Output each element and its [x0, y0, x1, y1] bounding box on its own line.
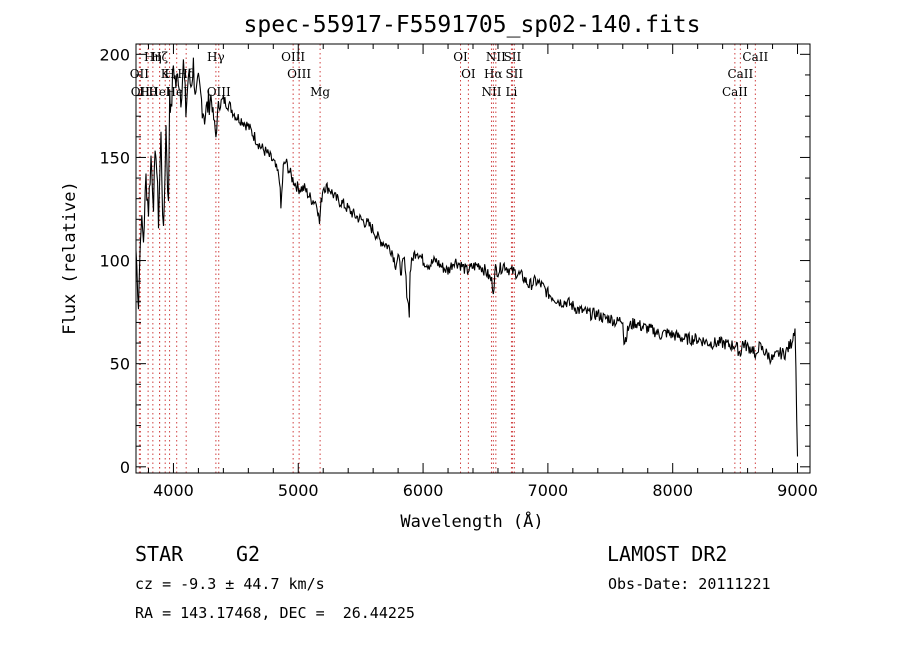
line-label: NII — [481, 85, 501, 99]
line-label: SII — [504, 50, 522, 64]
line-label: OIII — [281, 50, 305, 64]
line-label: Hη — [144, 50, 162, 64]
y-tick-label: 50 — [110, 355, 130, 374]
line-label: OIII — [287, 67, 311, 81]
line-label: Hγ — [207, 50, 225, 64]
y-axis-label: Flux (relative) — [60, 181, 80, 335]
line-label: Li — [506, 85, 518, 99]
line-label: Hα — [484, 67, 503, 81]
y-tick-label: 200 — [99, 45, 130, 64]
x-tick-label: 6000 — [403, 481, 444, 500]
line-label: Hζ — [151, 50, 168, 64]
x-tick-label: 5000 — [278, 481, 319, 500]
obs-date: Obs-Date: 20111221 — [608, 575, 771, 593]
line-label: Hθ — [139, 85, 157, 99]
line-label: CaII — [722, 85, 748, 99]
line-label: NII — [486, 50, 506, 64]
x-tick-label: 4000 — [153, 481, 194, 500]
line-label: Hδ — [177, 67, 195, 81]
y-tick-label: 150 — [99, 148, 130, 167]
chart-title: spec-55917-F5591705_sp02-140.fits — [244, 12, 701, 38]
x-tick-label: 7000 — [528, 481, 569, 500]
line-markers — [138, 44, 756, 473]
plot-frame — [135, 43, 811, 474]
axis-ticks: 4000 5000 6000 7000 8000 9000 0 50 100 150 200 — [99, 44, 818, 500]
line-label: OI — [461, 67, 476, 81]
line-labels: OIIOIIHθHηHζKHHeIHeIHδHγOIIIOIIIOIIIMgOI… — [130, 50, 769, 99]
x-tick-label: 8000 — [652, 481, 693, 500]
coordinates: RA = 143.17468, DEC = 26.44225 — [135, 604, 415, 622]
line-label: OI — [453, 50, 468, 64]
line-label: K — [161, 67, 171, 81]
object-class: STAR — [135, 542, 184, 566]
line-label: OIII — [207, 85, 231, 99]
line-label: SII — [505, 67, 523, 81]
line-label: CaII — [742, 50, 768, 64]
spectrum-chart: spec-55917-F5591705_sp02-140.fits OII OII… — [60, 12, 818, 532]
survey-name: LAMOST DR2 — [607, 542, 728, 566]
line-label: HeI — [148, 85, 171, 99]
line-label: OII — [130, 67, 150, 81]
spectrum-line — [135, 57, 799, 457]
line-label: CaII — [727, 67, 753, 81]
object-subclass: G2 — [236, 542, 261, 566]
x-tick-label: 9000 — [777, 481, 818, 500]
redshift-info: cz = -9.3 ± 44.7 km/s — [135, 575, 325, 593]
x-axis-label: Wavelength (Å) — [400, 510, 543, 532]
y-tick-label: 100 — [99, 252, 130, 271]
line-label: Mg — [310, 85, 330, 99]
y-tick-label: 0 — [120, 458, 130, 477]
line-label: H — [164, 67, 174, 81]
